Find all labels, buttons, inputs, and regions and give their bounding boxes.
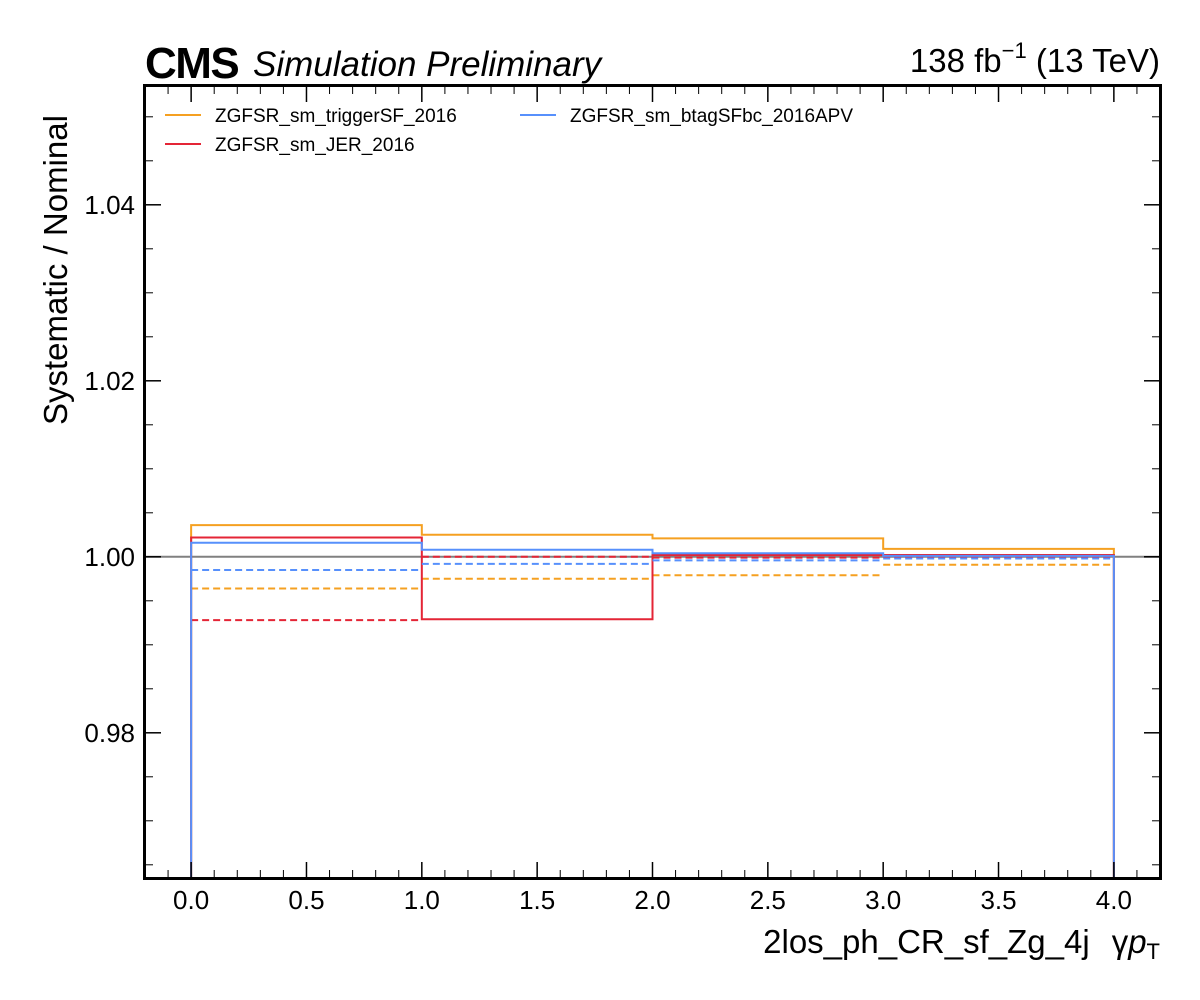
- y-tick-label: 1.00: [84, 542, 135, 572]
- series-ZGFSR_sm_triggerSF_2016: [190, 524, 1115, 878]
- ticks-layer: 0.0 0.5 1.0 1.5 2.0 2.5 3.0 3.5 4.0 0.98 1.00 1.02 1…: [84, 86, 1160, 915]
- series-ZGFSR_sm_btagSFbc_2016APV: [190, 541, 1115, 878]
- x-tick-label: 2.5: [750, 885, 786, 915]
- lumi-exponent: −1: [1002, 38, 1027, 63]
- x-axis-variable-p: p: [1127, 923, 1146, 960]
- legend-item: ZGFSR_sm_triggerSF_2016: [165, 106, 457, 127]
- plot-frame: [143, 84, 1162, 880]
- x-axis-title: 2los_ph_CR_sf_Zg_4j γpT: [763, 923, 1160, 964]
- x-tick-label: 4.0: [1096, 885, 1132, 915]
- cms-logo: CMS: [145, 39, 238, 88]
- cms-status-label: Simulation Preliminary: [253, 45, 604, 84]
- legend-label: ZGFSR_sm_btagSFbc_2016APV: [570, 106, 853, 127]
- legend: ZGFSR_sm_triggerSF_2016 ZGFSR_sm_JER_2016…: [165, 106, 853, 156]
- x-axis-variable: γ: [1112, 923, 1129, 960]
- x-tick-label: 0.5: [288, 885, 324, 915]
- legend-item: ZGFSR_sm_btagSFbc_2016APV: [520, 106, 853, 127]
- y-axis-title: Systematic / Nominal: [37, 115, 74, 425]
- lumi-value: 138 fb: [910, 42, 1002, 79]
- x-tick-label: 0.0: [173, 885, 209, 915]
- legend-item: ZGFSR_sm_JER_2016: [165, 135, 415, 156]
- up-step-line: [190, 524, 1115, 878]
- y-tick-label: 1.02: [84, 366, 135, 396]
- lumi-energy: (13 TeV): [1027, 42, 1160, 79]
- x-tick-label: 3.5: [980, 885, 1016, 915]
- up-step-line: [190, 541, 1115, 878]
- x-tick-label: 1.5: [519, 885, 555, 915]
- x-axis-region: 2los_ph_CR_sf_Zg_4j: [763, 923, 1090, 960]
- lumi-label: 138 fb−1 (13 TeV): [910, 38, 1160, 79]
- y-tick-label: 1.04: [84, 190, 135, 220]
- x-tick-label: 3.0: [865, 885, 901, 915]
- x-tick-label: 2.0: [634, 885, 670, 915]
- series-layer: [145, 524, 1160, 878]
- legend-label: ZGFSR_sm_triggerSF_2016: [215, 106, 457, 127]
- x-axis-variable-sub: T: [1147, 939, 1160, 964]
- x-tick-label: 1.0: [404, 885, 440, 915]
- y-tick-label: 0.98: [84, 718, 135, 748]
- legend-label: ZGFSR_sm_JER_2016: [215, 135, 415, 156]
